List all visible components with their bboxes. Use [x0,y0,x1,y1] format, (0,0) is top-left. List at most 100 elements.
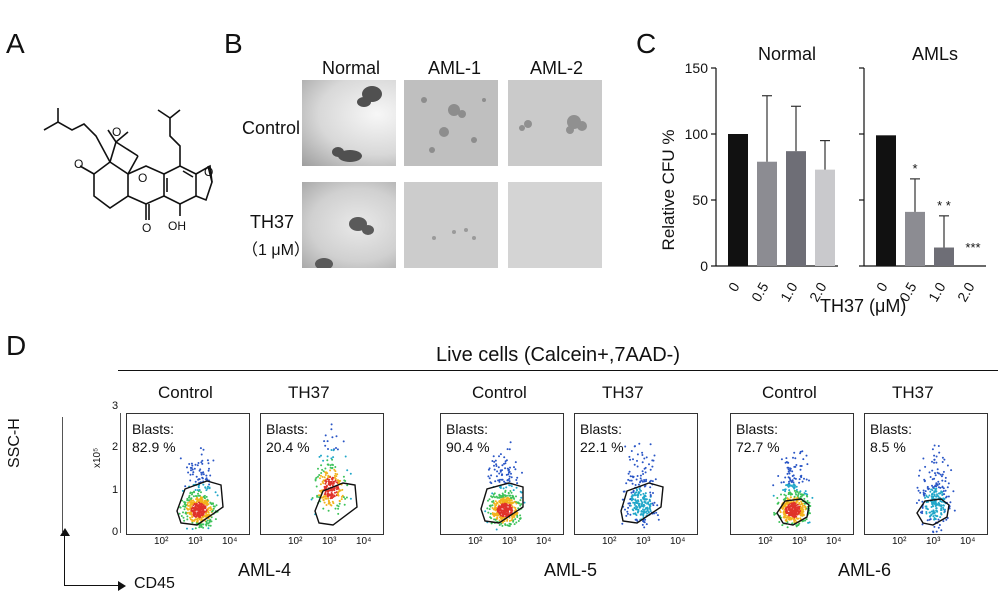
svg-text:O: O [204,165,213,179]
blasts-value: 20.4 % [266,439,310,455]
row-th37: TH37 [250,212,295,232]
micrograph-aml2-control [508,80,602,166]
y-tick-2: 2 [112,441,119,453]
panel-letter-c: C [636,28,657,59]
svg-text:O: O [142,221,151,235]
flow-density-plot [620,442,664,529]
blasts-percentage: Blasts: 90.4 % [446,420,490,456]
arrow-up-icon [60,528,70,536]
flow-density-plot [480,441,526,531]
panel-letter-a: A [6,28,25,59]
flow-plot-label: TH37 [602,383,644,402]
flow-plot-label: TH37 [288,383,330,402]
flow-xtick-label: 10² [288,536,303,547]
flow-xtick-label: 10⁴ [826,536,842,547]
bar-amls-0 [876,135,896,266]
flow-plot-aml-6-control: Blasts: 72.7 % [730,413,854,535]
blast-gate [776,498,810,526]
col-aml2: AML-2 [530,58,584,78]
chart-group-amls: AMLs [912,44,959,64]
significance-mark-1: * * [937,198,951,213]
flow-xtick-label: 10⁴ [960,536,976,547]
blast-gate [314,482,358,526]
flow-density-plot [310,423,358,526]
micrograph-normal-control [302,80,396,166]
cd45-label: CD45 [134,575,175,592]
flow-plot-label: Control [762,383,817,402]
chart-xtick-label: 2.0 [954,279,978,304]
panel-letter-d: D [6,330,27,361]
sample-name-aml-5: AML-5 [544,560,598,580]
chart-ylabel: Relative CFU % [659,130,678,251]
blast-gate [176,480,224,526]
col-normal: Normal [322,58,381,78]
y-tick-0: 0 [112,526,119,538]
blasts-value: 8.5 % [870,439,906,455]
chart-xtick-label: 1.0 [777,279,801,304]
blasts-percentage: Blasts: 72.7 % [736,420,780,456]
bar-normal-3 [815,169,835,266]
blasts-value: 22.1 % [580,439,624,455]
flow-xtick-label: 10² [892,536,907,547]
blasts-percentage: Blasts: 8.5 % [870,420,912,456]
bar-normal-2 [786,151,806,266]
axis-arrow-vertical [64,534,65,586]
chart-ytick-label: 150 [685,60,709,76]
bar-normal-0 [728,134,748,266]
flow-xtick-label: 10³ [502,536,517,547]
svg-text:O: O [112,125,121,139]
y-axis-guide [120,413,121,533]
flow-plot-aml-4-th37: Blasts: 20.4 % [260,413,384,535]
flow-xtick-label: 10⁴ [536,536,552,547]
flow-plot-aml-6-th37: Blasts: 8.5 % [864,413,988,535]
svg-text:O: O [138,171,147,185]
blasts-percentage: Blasts: 82.9 % [132,420,176,456]
blasts-label: Blasts: [266,421,309,437]
chart-group-normal: Normal [758,44,817,64]
chart-xlabel: TH37 (μM) [820,296,907,316]
flow-section-rule [118,370,998,371]
blast-gate [480,482,524,524]
chart-xtick-label: 0 [725,279,743,294]
blast-gate [916,498,950,526]
chemical-structure: O O O O O OH [43,108,213,235]
blasts-label: Blasts: [870,421,913,437]
flow-plot-aml-5-control: Blasts: 90.4 % [440,413,564,535]
flow-xtick-label: 10³ [188,536,203,547]
flow-xtick-label: 10² [602,536,617,547]
chart-ytick-label: 0 [700,258,708,274]
chart-xtick-label: 0 [873,279,891,294]
row-control: Control [242,118,301,138]
micrograph-aml1-th37 [404,182,498,268]
flow-density-plot [176,447,224,530]
flow-plot-label: TH37 [892,383,934,402]
chart-xtick-label: 0.5 [748,279,772,304]
chart-xtick-label: 1.0 [925,279,949,304]
oh-label: OH [168,219,186,233]
axis-arrow-horizontal [64,585,120,586]
blasts-percentage: Blasts: 20.4 % [266,420,310,456]
significance-mark-0: * [912,161,917,176]
col-aml1: AML-1 [428,58,482,78]
flow-section-title: Live cells (Calcein+,7AAD-) [436,344,680,366]
bar-amls-1 [905,211,925,266]
blasts-label: Blasts: [736,421,779,437]
micrograph-aml2-th37 [508,182,602,268]
blasts-label: Blasts: [132,421,175,437]
blasts-value: 72.7 % [736,439,780,455]
flow-xtick-label: 10³ [322,536,337,547]
chart-ytick-label: 100 [685,126,709,142]
flow-xtick-label: 10³ [792,536,807,547]
blasts-label: Blasts: [580,421,623,437]
blasts-percentage: Blasts: 22.1 % [580,420,624,456]
flow-xtick-label: 10³ [636,536,651,547]
y-tick-1: 1 [112,484,119,496]
flow-density-plot [772,450,814,529]
flow-density-plot [915,444,956,534]
flow-plot-aml-5-th37: Blasts: 22.1 % [574,413,698,535]
row-th37-dose: （1 μM） [242,242,310,259]
y-exponent: x10⁵ [92,447,103,468]
sample-name-aml-4: AML-4 [238,560,292,580]
blasts-value: 82.9 % [132,439,176,455]
